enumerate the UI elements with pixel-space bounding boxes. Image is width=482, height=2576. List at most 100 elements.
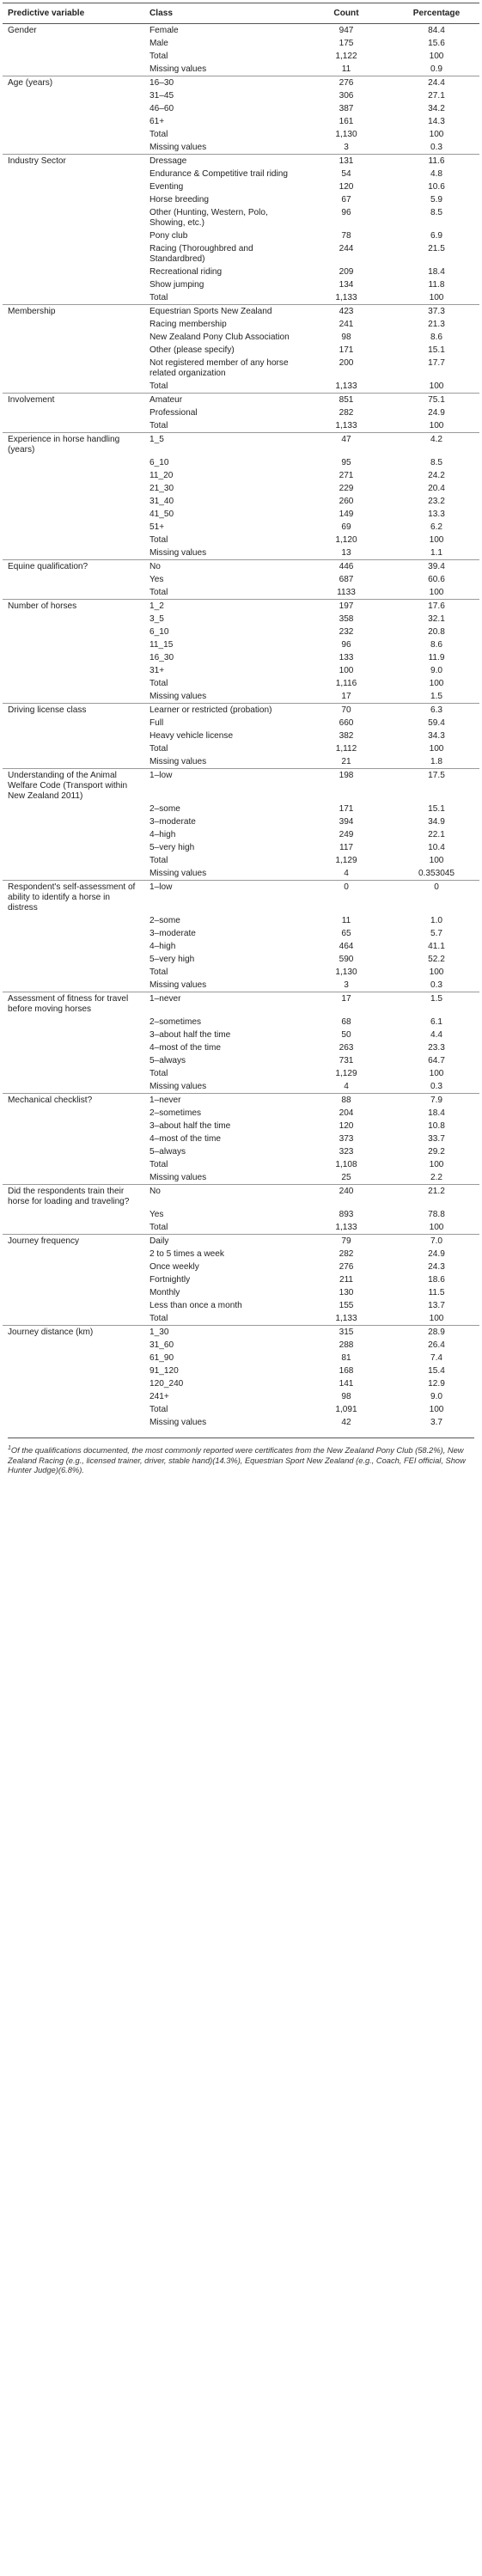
- table-row: Not registered member of any horse relat…: [3, 357, 479, 380]
- percentage-cell: 24.2: [428, 471, 445, 480]
- predictive-variable-cell: [3, 508, 144, 521]
- predictive-variable-cell: Membership: [3, 304, 144, 318]
- percentage-cell: 8.5: [430, 208, 443, 217]
- percentage-cell: 17.5: [394, 768, 479, 803]
- count-cell: 171: [339, 345, 354, 355]
- count-cell: 149: [339, 510, 354, 519]
- percentage-cell: 6.3: [394, 703, 479, 717]
- percentage-cell: 27.1: [428, 91, 445, 101]
- predictive-variable-cell: Journey frequency: [3, 1234, 144, 1248]
- percentage-cell: 10.8: [428, 1121, 445, 1131]
- count-cell: 382: [339, 731, 354, 741]
- class-cell: Missing values: [149, 757, 207, 766]
- percentage-cell: 18.4: [428, 267, 445, 277]
- class-cell: 3–about half the time: [149, 1030, 231, 1040]
- predictive-variable-cell: [3, 854, 144, 867]
- table-row: New Zealand Pony Club Association 98 8.6: [3, 331, 479, 344]
- count-cell: 67: [341, 195, 351, 204]
- class-cell: Yes: [149, 1210, 164, 1219]
- predictive-variable-cell: [3, 1221, 144, 1235]
- class-cell: Total: [149, 382, 168, 391]
- predictive-variable-cell: [3, 278, 144, 291]
- count-cell: 0: [299, 880, 394, 914]
- class-cell: 16–30: [144, 76, 299, 89]
- percentage-cell: 100: [429, 535, 444, 545]
- predictive-variable-cell: [3, 521, 144, 534]
- percentage-cell: 24.4: [394, 76, 479, 89]
- predictive-variable-cell: [3, 331, 144, 344]
- predictive-variable-cell: [3, 828, 144, 841]
- table-row: 5–always 731 64.7: [3, 1054, 479, 1067]
- predictive-variable-cell: [3, 742, 144, 755]
- class-cell: Not registered member of any horse relat…: [149, 358, 289, 378]
- predictive-variable-cell: [3, 940, 144, 953]
- table-footnote: 1Of the qualifications documented, the m…: [8, 1438, 474, 1476]
- predictive-variable-cell: [3, 1029, 144, 1041]
- table-row: 51+ 69 6.2: [3, 521, 479, 534]
- table-row: 2–sometimes 204 18.4: [3, 1107, 479, 1120]
- predictive-variable-cell: [3, 206, 144, 229]
- table-row: Total 1,133 100: [3, 1221, 479, 1235]
- percentage-cell: 37.3: [394, 304, 479, 318]
- percentage-cell: 84.4: [428, 26, 445, 35]
- percentage-cell: 0.3: [430, 143, 443, 152]
- class-cell: Endurance & Competitive trail riding: [149, 169, 289, 179]
- table-row: Total 1,130 100: [3, 128, 479, 141]
- predictive-variable-cell: [3, 573, 144, 586]
- count-cell: 1,130: [335, 968, 357, 977]
- predictive-variable-cell: [3, 89, 144, 102]
- class-cell: Daily: [144, 1234, 299, 1248]
- count-cell: 276: [339, 1262, 354, 1272]
- predictive-variable-cell: Gender: [8, 26, 37, 35]
- count-cell: 117: [339, 843, 354, 852]
- class-cell: 1–never: [144, 992, 299, 1016]
- predictive-variable-cell: [3, 803, 144, 815]
- table-row: Less than once a month 155 13.7: [3, 1299, 479, 1312]
- class-cell: Total: [149, 1069, 168, 1078]
- table-row: 11_15 96 8.6: [3, 638, 479, 651]
- count-cell: 323: [339, 1147, 354, 1157]
- predictive-variable-cell: [3, 1120, 144, 1132]
- class-cell: 2–sometimes: [149, 1017, 202, 1027]
- percentage-cell: 100: [429, 856, 444, 865]
- class-cell: 31–45: [149, 91, 174, 101]
- percentage-cell: 14.3: [428, 117, 445, 126]
- table-row: Total 1,120 100: [3, 534, 479, 546]
- table-row: Male 175 15.6: [3, 37, 479, 50]
- percentage-cell: 15.1: [428, 804, 445, 814]
- table-row: Total 1,091 100: [3, 1403, 479, 1416]
- count-cell: 209: [339, 267, 354, 277]
- predictive-variable-cell: [3, 37, 144, 50]
- table-row: Total 1,133 100: [3, 1312, 479, 1326]
- class-cell: Female: [149, 26, 179, 35]
- percentage-cell: 100: [429, 1069, 444, 1078]
- percentage-cell: 5.7: [430, 929, 443, 938]
- predictive-variable-cell: Did the respondents train their horse fo…: [3, 1184, 144, 1208]
- class-cell: No: [144, 1184, 299, 1208]
- table-row: Journey distance (km) 1_30 315 28.9: [3, 1325, 479, 1339]
- percentage-cell: 21.2: [394, 1184, 479, 1208]
- percentage-cell: 1.0: [430, 916, 443, 925]
- count-cell: 446: [299, 559, 394, 573]
- count-cell: 263: [339, 1043, 354, 1053]
- percentage-cell: 17.7: [428, 358, 445, 368]
- predictive-variable-cell: [3, 1145, 144, 1158]
- count-cell: 70: [299, 703, 394, 717]
- count-cell: 42: [341, 1418, 351, 1427]
- table-row: 3–moderate 65 5.7: [3, 927, 479, 940]
- count-cell: 131: [299, 154, 394, 168]
- table-row: Eventing 120 10.6: [3, 180, 479, 193]
- count-cell: 95: [341, 458, 351, 467]
- predictive-variable-cell: [3, 1416, 144, 1429]
- class-cell: Total: [149, 744, 168, 754]
- header-predictive-variable: Predictive variable: [3, 3, 144, 24]
- percentage-cell: 6.1: [430, 1017, 443, 1027]
- table-row: 4–most of the time 373 33.7: [3, 1132, 479, 1145]
- class-cell: Male: [149, 39, 168, 48]
- table-row: Assessment of fitness for travel before …: [3, 992, 479, 1016]
- count-cell: 1,133: [335, 1223, 357, 1232]
- count-cell: 1,129: [335, 1069, 357, 1078]
- table-row: Total 1,122 100: [3, 50, 479, 63]
- count-cell: 25: [341, 1173, 351, 1182]
- count-cell: 198: [299, 768, 394, 803]
